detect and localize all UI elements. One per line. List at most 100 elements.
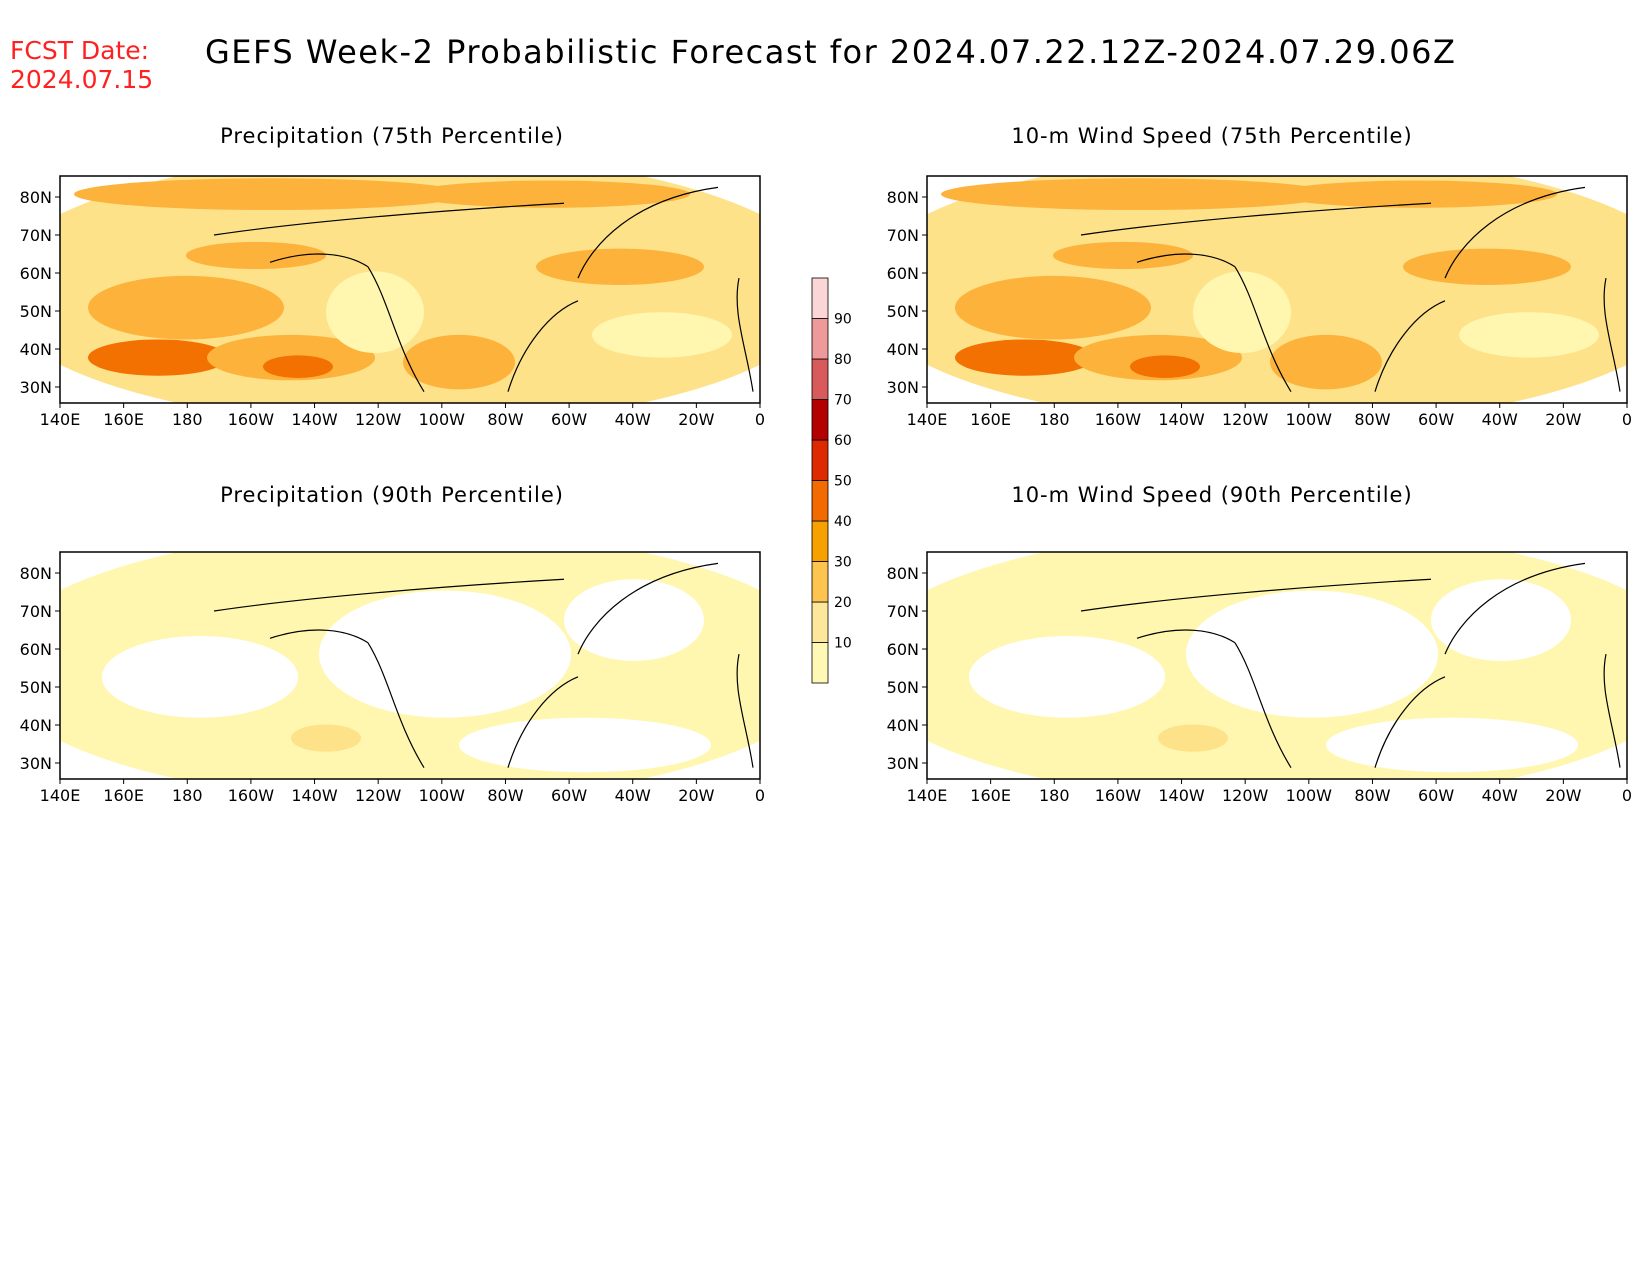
shade-blob: [969, 635, 1165, 718]
lat-tick-label: 50N: [20, 678, 52, 697]
lon-tick-label: 0: [1622, 786, 1632, 805]
lon-tick-label: 60W: [551, 786, 587, 805]
shading-field: [60, 176, 760, 403]
lat-tick-label: 60N: [887, 264, 919, 283]
coastline: [213, 578, 565, 612]
lat-tick-label: 80N: [20, 564, 52, 583]
map-frame: [59, 551, 761, 780]
lat-tick-label: 70N: [20, 602, 52, 621]
coastline: [1234, 266, 1292, 392]
lon-tick-label: 140E: [907, 410, 948, 429]
lat-tick-label: 40N: [887, 340, 919, 359]
lat-tick-label: 30N: [20, 754, 52, 773]
shade-blob: [564, 579, 704, 661]
map-panel-p90: 80N 70N 60N 50N 40N 30N 140E 160E 180 160W 140W 120…: [20, 551, 765, 805]
map-panel-w90: 80N 70N 60N 50N 40N 30N 140E 160E 180 160W 140W 120…: [887, 551, 1632, 805]
lon-tick-label: 60W: [1418, 410, 1454, 429]
colorbar-swatch: [811, 480, 829, 522]
colorbar-level-label: 80: [834, 352, 852, 368]
shade-blob: [1270, 334, 1382, 390]
panel-title-wind-75: 10-m Wind Speed (75th Percentile): [1011, 124, 1413, 148]
lon-tick-label: 120W: [1222, 410, 1269, 429]
map-frame: [59, 175, 761, 404]
lon-tick-label: 120W: [355, 410, 402, 429]
lon-tick-label: 140W: [291, 410, 338, 429]
lon-tick-label: 140E: [907, 786, 948, 805]
lat-tick-label: 30N: [20, 378, 52, 397]
shade-blob: [326, 271, 424, 354]
lon-tick-label: 80W: [1354, 410, 1390, 429]
lon-tick-label: 20W: [678, 410, 714, 429]
lat-tick-label: 60N: [20, 640, 52, 659]
shade-blob: [291, 724, 361, 752]
page-title: GEFS Week-2 Probabilistic Forecast for 2…: [205, 33, 1457, 71]
colorbar-swatch: [811, 318, 829, 360]
lat-tick-label: 30N: [887, 754, 919, 773]
shade-blob: [1326, 717, 1578, 773]
shade-blob: [88, 339, 228, 376]
lon-tick-label: 160W: [1095, 410, 1142, 429]
lon-tick-label: 0: [755, 410, 765, 429]
coastline: [736, 278, 754, 392]
coastline: [367, 266, 425, 392]
lat-tick-label: 60N: [20, 264, 52, 283]
map-frame: [926, 551, 1628, 780]
lon-tick-label: 180: [172, 786, 203, 805]
lat-tick-label: 50N: [887, 302, 919, 321]
lon-tick-label: 140W: [291, 786, 338, 805]
coastline: [1374, 676, 1446, 768]
shade-blob: [74, 178, 466, 211]
lon-tick-label: 0: [755, 786, 765, 805]
lat-tick-label: 80N: [887, 188, 919, 207]
colorbar-level-label: 70: [834, 393, 852, 409]
lat-tick-label: 80N: [887, 564, 919, 583]
coastline: [367, 642, 425, 768]
lon-tick-label: 100W: [1286, 410, 1333, 429]
lat-tick-label: 50N: [887, 678, 919, 697]
shade-blob: [941, 178, 1333, 211]
lat-tick-label: 30N: [887, 378, 919, 397]
lon-tick-label: 60W: [551, 410, 587, 429]
colorbar-swatch: [811, 642, 829, 684]
coastline: [1136, 253, 1236, 268]
coastline: [1080, 202, 1432, 236]
shade-blob: [1459, 312, 1599, 358]
lon-tick-label: 80W: [1354, 786, 1390, 805]
coastline: [507, 300, 579, 392]
lat-tick-label: 70N: [887, 226, 919, 245]
lon-tick-label: 100W: [419, 410, 466, 429]
lon-tick-label: 160E: [103, 410, 144, 429]
lon-tick-label: 20W: [678, 786, 714, 805]
shade-blob: [319, 590, 571, 718]
lon-tick-label: 180: [1039, 786, 1070, 805]
lat-tick-label: 80N: [20, 188, 52, 207]
lon-tick-label: 20W: [1545, 410, 1581, 429]
lon-tick-label: 40W: [1482, 410, 1518, 429]
lat-tick-label: 40N: [887, 716, 919, 735]
shading-field: [60, 552, 760, 779]
colorbar-level-label: 10: [834, 636, 852, 652]
colorbar-level-label: 20: [834, 595, 852, 611]
lon-tick-label: 120W: [355, 786, 402, 805]
lat-tick-label: 60N: [887, 640, 919, 659]
map-panel-p75: 80N 70N 60N 50N 40N 30N 140E 160E 180 160W 140W 120…: [20, 175, 765, 429]
shade-blob: [186, 241, 326, 270]
lon-tick-label: 80W: [487, 786, 523, 805]
shade-blob: [1431, 579, 1571, 661]
panel-title-precip-75: Precipitation (75th Percentile): [220, 124, 564, 148]
lon-tick-label: 40W: [615, 410, 651, 429]
lat-tick-label: 40N: [20, 716, 52, 735]
lon-tick-label: 160E: [103, 786, 144, 805]
colorbar-swatch: [811, 439, 829, 481]
shade-blob: [459, 717, 711, 773]
coastline: [736, 654, 754, 768]
colorbar-swatch: [811, 601, 829, 643]
shade-blob: [1193, 271, 1291, 354]
shade-blob: [263, 355, 333, 379]
colorbar-level-label: 60: [834, 433, 852, 449]
coastline: [1136, 629, 1236, 644]
coastline: [1603, 654, 1621, 768]
colorbar-swatch: [811, 520, 829, 562]
